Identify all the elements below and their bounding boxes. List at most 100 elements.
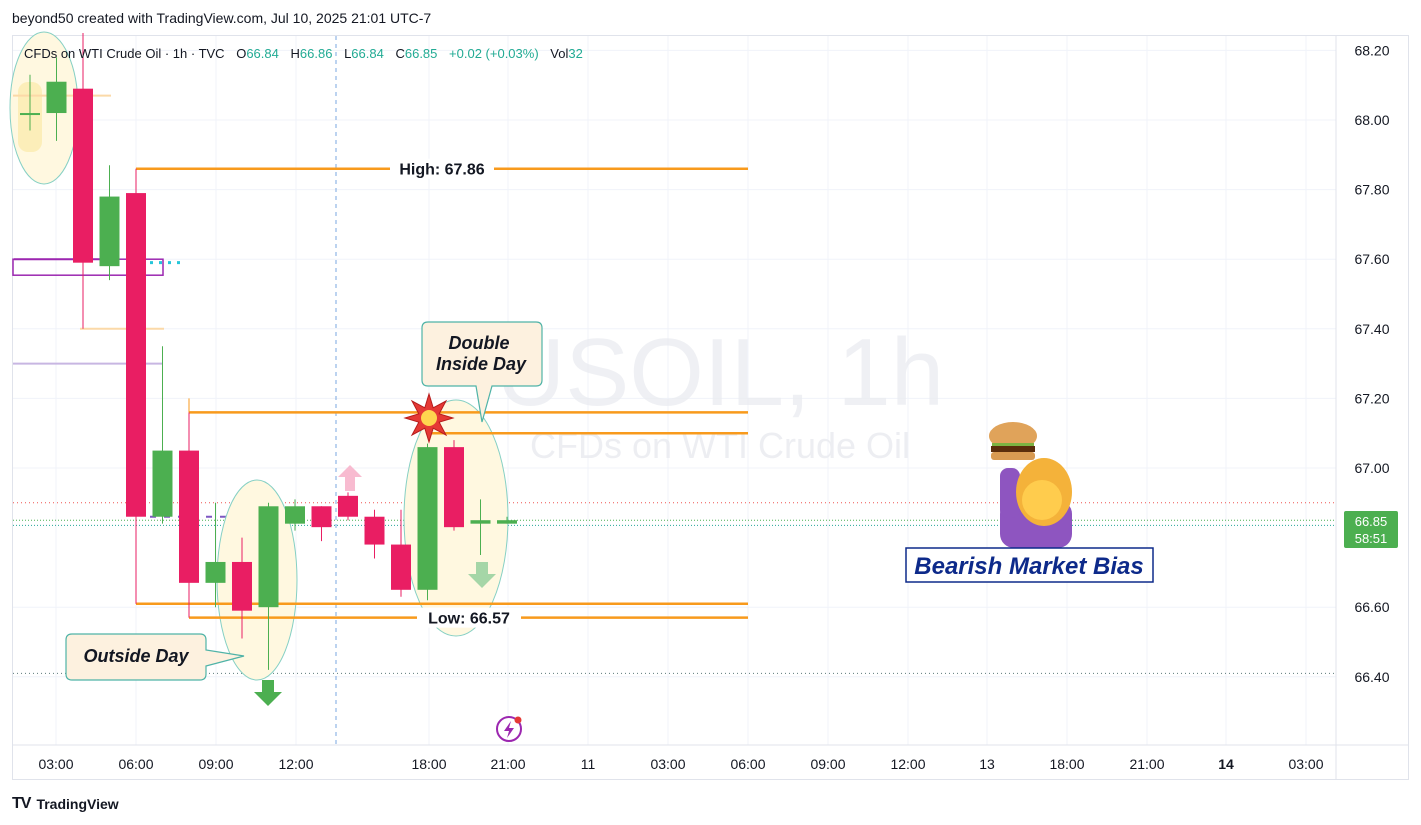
- candle-body: [311, 506, 332, 528]
- time-tick-label: 21:00: [1129, 756, 1164, 772]
- time-tick-label: 18:00: [1049, 756, 1084, 772]
- price-tick-label: 67.00: [1354, 460, 1389, 476]
- price-tick-label: 67.40: [1354, 321, 1389, 337]
- explosion-core: [421, 410, 437, 426]
- attribution-text: beyond50 created with TradingView.com, J…: [12, 10, 432, 26]
- outside-day-label: Outside Day: [83, 646, 189, 666]
- price-tick-label: 68.00: [1354, 112, 1389, 128]
- price-tick-label: 67.80: [1354, 182, 1389, 198]
- candle: [470, 499, 491, 555]
- emoji-arm: [1000, 468, 1020, 518]
- time-tick-label: 03:00: [1288, 756, 1323, 772]
- inside-day-label-2: Inside Day: [436, 354, 527, 374]
- time-tick-label: 06:00: [730, 756, 765, 772]
- candle-body: [364, 516, 385, 545]
- level-label-bg: [417, 607, 521, 628]
- candle-body: [20, 113, 40, 116]
- woman-raising-burger-icon: [989, 422, 1072, 548]
- price-axis: 68.20 68.00 67.80 67.60 67.40 67.20 67.00 66.60…: [1354, 42, 1389, 684]
- time-tick-label: 06:00: [118, 756, 153, 772]
- chart-frame: [12, 35, 1409, 780]
- legend-l-label: L: [344, 46, 352, 61]
- legend-o-label: O: [236, 46, 247, 61]
- candle: [417, 443, 438, 601]
- legend-symbol: CFDs on WTI Crude Oil · 1h · TVC: [24, 46, 225, 61]
- burger-bottom: [991, 452, 1035, 460]
- time-tick-label: 11: [581, 756, 596, 772]
- candle: [285, 499, 305, 531]
- candle-body: [126, 193, 146, 517]
- legend-l-value: 66.84: [351, 46, 384, 61]
- price-tick-label: 66.40: [1354, 669, 1389, 685]
- price-tick-label: 67.60: [1354, 251, 1389, 267]
- tradingview-logo-icon: TV: [12, 795, 31, 812]
- legend-o-value: 66.84: [246, 46, 279, 61]
- legend-change: +0.02 (+0.03%): [449, 46, 539, 61]
- time-tick-label: 12:00: [278, 756, 313, 772]
- candle-body: [205, 561, 226, 583]
- candle: [232, 537, 252, 639]
- time-tick-label: 09:00: [810, 756, 845, 772]
- candle: [391, 509, 411, 597]
- level-label: High: 67.86: [399, 162, 484, 179]
- candle: [444, 440, 464, 531]
- candle-body: [444, 447, 464, 528]
- outside-day-callout: [65, 633, 245, 681]
- legend-c-label: C: [395, 46, 405, 61]
- legend-vol-value: 32: [568, 46, 583, 61]
- time-axis: 03:00 06:00 09:00 12:00 18:00 21:00 11 03:00 06:…: [38, 756, 1323, 772]
- burger-lettuce: [992, 443, 1034, 446]
- candle-body: [258, 506, 279, 608]
- arrow-down-faded-icon: [468, 562, 496, 588]
- candle-body: [73, 88, 93, 263]
- brand-name: TradingView: [36, 796, 119, 812]
- symbol-watermark: USOIL, 1h CFDs on WTI Crude Oil: [496, 319, 944, 466]
- candle-body: [338, 495, 358, 517]
- watermark-symbol: USOIL, 1h: [496, 319, 944, 426]
- tradingview-footer[interactable]: TV TradingView: [12, 795, 119, 813]
- candle: [152, 346, 173, 524]
- candle: [338, 492, 358, 521]
- level-label: Low: 66.57: [428, 611, 510, 628]
- candle-body: [497, 520, 517, 524]
- last-price-value: 66.85: [1354, 514, 1388, 529]
- candle-body: [285, 506, 305, 524]
- time-tick-label: 09:00: [198, 756, 233, 772]
- legend-vol-label: Vol: [550, 46, 569, 61]
- time-tick-label: 03:00: [650, 756, 685, 772]
- candle-body: [99, 196, 120, 267]
- legend-h-label: H: [290, 46, 300, 61]
- legend-h-value: 66.86: [299, 46, 333, 61]
- symbol-legend[interactable]: CFDs on WTI Crude Oil · 1h · TVC O66.84 …: [24, 46, 583, 61]
- time-tick-label: 21:00: [490, 756, 525, 772]
- inside-day-callout: [421, 321, 543, 423]
- candle: [20, 74, 40, 131]
- arrow-up-icon: [338, 465, 362, 491]
- arrow-down-icon: [254, 680, 282, 706]
- last-price-badge: 66.85 58:51: [1344, 511, 1398, 548]
- legend-c-value: 66.85: [404, 46, 438, 61]
- candle: [126, 168, 146, 604]
- candle: [46, 57, 67, 141]
- candle-body: [470, 520, 491, 524]
- time-tick-label: 12:00: [890, 756, 925, 772]
- candle: [73, 33, 93, 329]
- candle: [205, 502, 226, 608]
- watermark-description: CFDs on WTI Crude Oil: [530, 425, 910, 466]
- price-tick-label: 68.20: [1354, 42, 1389, 58]
- inside-day-label-1: Double: [449, 333, 510, 353]
- candle: [258, 502, 279, 670]
- bar-countdown: 58:51: [1354, 531, 1388, 546]
- candle-body: [46, 81, 67, 114]
- candle-body: [179, 450, 199, 583]
- candle: [364, 509, 385, 559]
- candle: [179, 412, 199, 618]
- level-label-bg: [390, 158, 494, 179]
- candle-body: [152, 450, 173, 517]
- candle-body: [391, 544, 411, 590]
- event-dot: [514, 716, 522, 724]
- candles: [20, 33, 517, 670]
- candle: [497, 516, 517, 524]
